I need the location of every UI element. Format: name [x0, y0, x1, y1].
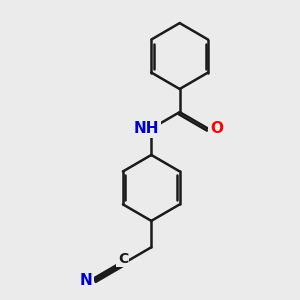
- Text: C: C: [118, 252, 128, 266]
- Text: O: O: [210, 121, 223, 136]
- Text: NH: NH: [134, 121, 159, 136]
- Text: N: N: [80, 273, 93, 288]
